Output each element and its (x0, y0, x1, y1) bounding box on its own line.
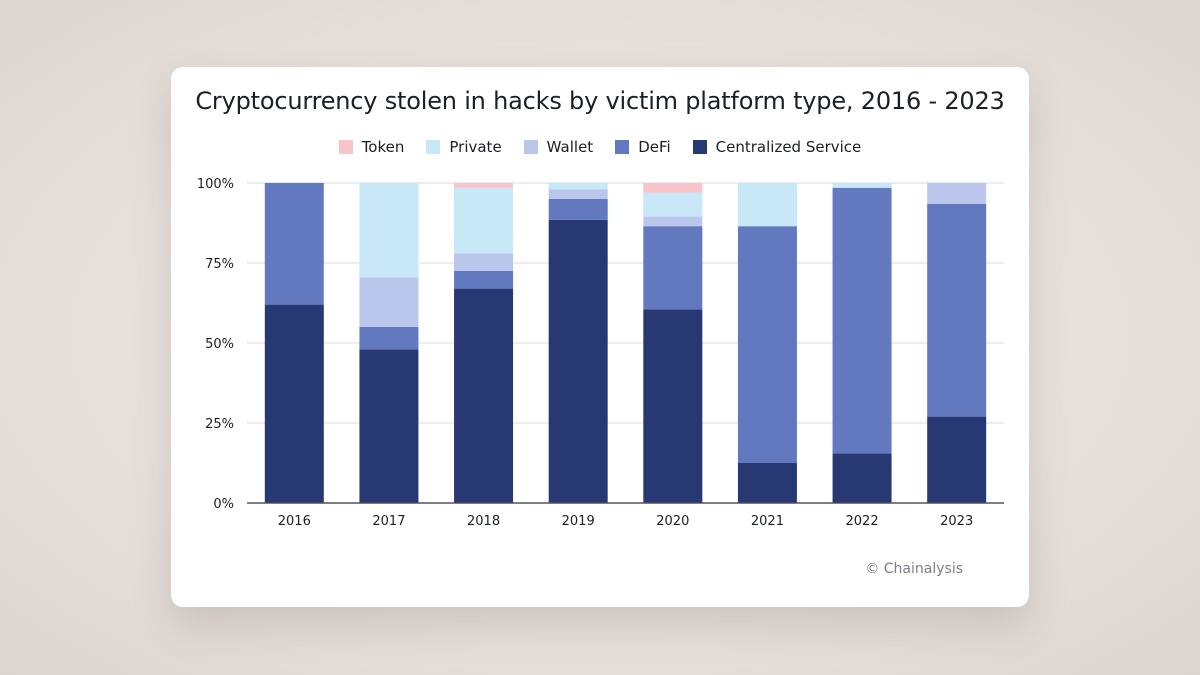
bar-segment (927, 203, 987, 417)
bar-segment (548, 183, 608, 190)
y-tick-label: 50% (205, 337, 234, 352)
bar-segment (548, 189, 608, 199)
y-tick-label: 25% (205, 417, 234, 432)
legend-item: Private (426, 138, 502, 156)
bar-segment (737, 226, 797, 463)
x-tick-label: 2020 (656, 514, 689, 529)
bar-segment (832, 187, 892, 454)
bar-segment (927, 416, 987, 503)
y-tick-label: 100% (197, 177, 234, 192)
bar-segment (643, 192, 703, 217)
bar-segment (264, 304, 324, 503)
legend-item: Wallet (523, 138, 594, 156)
legend-swatch (692, 140, 707, 154)
bar-segment (832, 453, 892, 503)
x-tick-label: 2017 (372, 514, 405, 529)
source-credit: © Chainalysis (865, 561, 963, 577)
bar-segment (454, 183, 514, 188)
legend-item: Centralized Service (692, 138, 862, 156)
bar-segment (359, 327, 419, 350)
y-tick-label: 0% (213, 497, 234, 512)
bar-segment (643, 216, 703, 227)
legend-label: Centralized Service (715, 138, 862, 156)
bar-segment (737, 463, 797, 503)
legend-label: Private (449, 138, 502, 156)
x-tick-label: 2021 (751, 514, 784, 529)
chart-title: Cryptocurrency stolen in hacks by victim… (195, 87, 1005, 115)
x-tick-label: 2018 (467, 514, 500, 529)
legend-item: Token (338, 138, 405, 156)
bar-segment (832, 183, 892, 188)
legend-item: DeFi (615, 138, 671, 156)
bar-segment (454, 271, 514, 289)
bar-segment (643, 226, 703, 310)
x-tick-label: 2019 (562, 514, 595, 529)
chart-legend: Token Private Wallet DeFi Centralized Servic… (171, 138, 1029, 156)
chart-card: Cryptocurrency stolen in hacks by victim… (171, 67, 1029, 607)
bar-segment (643, 183, 703, 193)
legend-swatch (615, 140, 630, 154)
bar-segment (359, 277, 419, 327)
bar-segment (359, 349, 419, 503)
bar-segment (454, 288, 514, 503)
bar-segment (548, 199, 608, 220)
x-tick-label: 2022 (846, 514, 879, 529)
bar-segment (927, 183, 987, 204)
bar-segment (359, 183, 419, 278)
bar-segment (643, 309, 703, 503)
bar-segment (737, 183, 797, 227)
x-tick-label: 2023 (940, 514, 973, 529)
legend-label: Token (361, 138, 405, 156)
y-tick-label: 75% (205, 257, 234, 272)
legend-swatch (426, 140, 441, 154)
bar-segment (548, 219, 608, 504)
legend-label: Wallet (546, 138, 594, 156)
legend-label: DeFi (638, 138, 671, 156)
chart-plot: 0% 25% 50% 75% 100% 2016 2017 2018 2019 2020 2021 2… (197, 177, 1004, 529)
bar-segment (264, 183, 324, 305)
legend-swatch (523, 140, 538, 154)
bar-segment (454, 253, 514, 271)
legend-swatch (338, 140, 353, 154)
bar-segment (454, 187, 514, 254)
x-tick-label: 2016 (278, 514, 311, 529)
